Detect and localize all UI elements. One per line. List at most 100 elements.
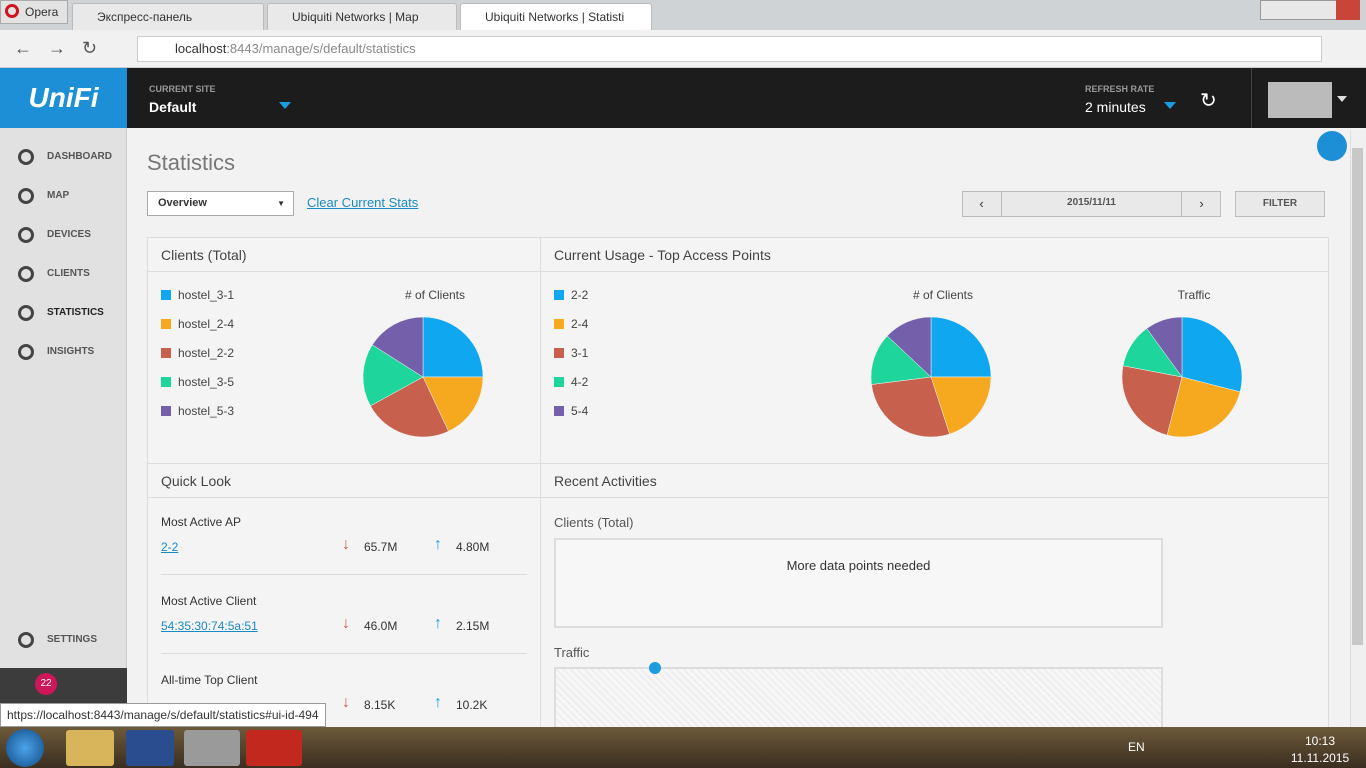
legend-item: hostel_5-3	[161, 404, 234, 418]
nav-item[interactable]: DEVICES	[0, 220, 127, 250]
filter-button[interactable]: FILTER	[1235, 191, 1325, 217]
view-value: Overview	[158, 197, 207, 209]
date-value[interactable]: 2015/11/11	[1067, 197, 1116, 208]
traffic-point	[649, 662, 661, 674]
nav-label: DASHBOARD	[47, 151, 112, 162]
down-value: 8.15K	[364, 698, 396, 712]
legend-label: 3-1	[571, 346, 589, 360]
start-button[interactable]	[6, 729, 44, 767]
quick-label: Most Active Client	[161, 594, 257, 608]
legend-label: hostel_2-2	[178, 346, 235, 360]
address-field[interactable]: localhost:8443/manage/s/default/statisti…	[137, 36, 1322, 62]
next-date[interactable]: ›	[1181, 191, 1221, 217]
separator	[161, 653, 527, 654]
clear-stats-link[interactable]: Clear Current Stats	[307, 195, 419, 210]
legend-item: 2-4	[554, 317, 588, 331]
panel-title: Clients (Total)	[148, 238, 540, 272]
divider	[1251, 68, 1252, 128]
sidebar	[0, 128, 127, 668]
refresh-rate[interactable]: 2 minutes	[1085, 99, 1146, 115]
quick-label: All-time Top Client	[161, 673, 258, 687]
calendar-button[interactable]	[1317, 131, 1347, 161]
quick-link[interactable]: 54:35:30:74:5a:51	[161, 619, 258, 633]
clock-time[interactable]: 10:13	[1304, 734, 1336, 748]
nav-label: MAP	[47, 190, 70, 201]
scroll-thumb[interactable]	[1352, 148, 1363, 645]
legend-label: hostel_3-1	[178, 288, 235, 302]
logo[interactable]: UniFi	[0, 68, 127, 128]
up-arrow: ↑	[434, 694, 442, 711]
panel: Current Usage - Top Access Points	[540, 237, 1329, 464]
panel-title: Recent Activities	[541, 464, 1328, 498]
nav-item[interactable]: DASHBOARD	[0, 142, 127, 172]
site-caret[interactable]	[279, 102, 291, 115]
avatar[interactable]	[1268, 82, 1332, 118]
quick-label: Most Active AP	[161, 515, 242, 529]
nav-settings[interactable]: SETTINGS	[0, 625, 127, 655]
legend-swatch	[161, 348, 171, 358]
legend-swatch	[554, 290, 564, 300]
refresh-label: REFRESH RATE	[1085, 84, 1155, 94]
down-value: 65.7M	[364, 540, 398, 554]
avatar-caret[interactable]	[1337, 96, 1347, 107]
separator	[161, 574, 527, 575]
legend-label: 4-2	[571, 375, 589, 389]
section-label: Clients (Total)	[554, 515, 634, 530]
up-value: 4.80M	[456, 540, 490, 554]
nav-label: STATISTICS	[47, 307, 104, 318]
legend-item: 5-4	[554, 404, 588, 418]
app-header	[0, 68, 1366, 128]
taskbar-app[interactable]	[246, 730, 302, 766]
down-arrow: ↓	[342, 536, 350, 553]
traffic-chart	[554, 667, 1163, 729]
taskbar-app[interactable]	[184, 730, 240, 766]
refresh-caret[interactable]	[1164, 102, 1176, 115]
legend-item: 3-1	[554, 346, 588, 360]
legend-label: 2-2	[571, 288, 589, 302]
quick-link[interactable]: 2-2	[161, 540, 179, 554]
alert-badge[interactable]: 22	[35, 673, 57, 695]
taskbar-app[interactable]	[126, 730, 174, 766]
opera-logo	[5, 4, 19, 18]
status-url: https://localhost:8443/manage/s/default/…	[0, 703, 326, 727]
empty-chart: More data points needed	[554, 538, 1163, 628]
view-select[interactable]: Overview ▼	[147, 191, 294, 216]
site-label: CURRENT SITE	[149, 84, 216, 94]
date-picker	[962, 191, 1221, 217]
refresh-icon[interactable]: ↻	[1200, 90, 1217, 112]
up-value: 10.2K	[456, 698, 488, 712]
legend-item: 4-2	[554, 375, 588, 389]
tab-active[interactable]: Ubiquiti Networks | Statisti	[460, 3, 652, 30]
close-button[interactable]	[1336, 0, 1360, 20]
nav-item[interactable]: INSIGHTS	[0, 337, 127, 367]
tab[interactable]: Экспресс-панель	[72, 3, 264, 30]
legend-item: hostel_2-4	[161, 317, 234, 331]
legend-swatch	[554, 319, 564, 329]
legend-label: hostel_2-4	[178, 317, 235, 331]
site-name[interactable]: Default	[149, 99, 197, 115]
nav-label: INSIGHTS	[47, 346, 95, 357]
up-value: 2.15M	[456, 619, 490, 633]
nav-item[interactable]: STATISTICS	[0, 298, 127, 328]
tab[interactable]: Ubiquiti Networks | Map	[267, 3, 457, 30]
legend-swatch	[554, 406, 564, 416]
nav-buttons[interactable]: ←→↻	[14, 38, 114, 58]
legend-label: hostel_3-5	[178, 375, 235, 389]
legend-label: 2-4	[571, 317, 589, 331]
nav-item[interactable]: CLIENTS	[0, 259, 127, 289]
legend-item: 2-2	[554, 288, 588, 302]
section-label: Traffic	[554, 645, 590, 660]
up-arrow: ↑	[434, 615, 442, 632]
clock-date[interactable]: 11.11.2015	[1290, 751, 1350, 765]
taskbar-app[interactable]	[66, 730, 114, 766]
lang[interactable]: EN	[1128, 740, 1145, 754]
url-path: :8443/manage/s/default/statistics	[226, 41, 416, 56]
down-arrow: ↓	[342, 615, 350, 632]
nav-item[interactable]: MAP	[0, 181, 127, 211]
down-value: 46.0M	[364, 619, 398, 633]
legend-swatch	[554, 377, 564, 387]
prev-date[interactable]: ‹	[962, 191, 1002, 217]
legend-swatch	[161, 377, 171, 387]
legend-item: hostel_2-2	[161, 346, 234, 360]
